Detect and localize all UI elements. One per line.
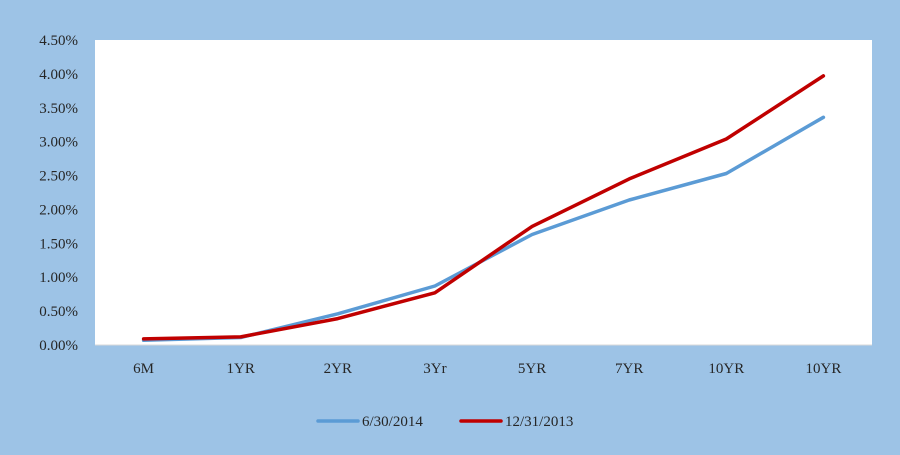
y-tick-label: 2.00%: [39, 202, 78, 218]
series-line-2: [141, 74, 826, 341]
y-tick-label: 4.50%: [39, 33, 78, 49]
x-tick-label: 3Yr: [423, 361, 446, 377]
x-tick-label: 5YR: [518, 361, 546, 377]
legend-label: 12/31/2013: [505, 414, 573, 430]
x-tick-label: 10YR: [708, 361, 744, 377]
y-axis-ticks: 0.00% 0.50% 1.00% 1.50% 2.00% 2.50% 3.00% 3.50%…: [39, 33, 78, 354]
series-lines: [141, 74, 826, 343]
legend-item: 12/31/2013: [459, 414, 573, 430]
legend: 6/30/2014 12/31/2013: [316, 414, 573, 430]
y-tick-label: 3.00%: [39, 135, 78, 151]
x-axis-ticks: 6M 1YR 2YR 3Yr 5YR 7YR 10YR 10YR: [133, 361, 841, 377]
x-tick-label: 2YR: [324, 361, 352, 377]
y-tick-label: 1.00%: [39, 270, 78, 286]
legend-label: 6/30/2014: [362, 414, 423, 430]
y-tick-label: 1.50%: [39, 236, 78, 252]
y-tick-label: 2.50%: [39, 169, 78, 185]
x-tick-label: 6M: [133, 361, 154, 377]
y-tick-label: 0.50%: [39, 304, 78, 320]
legend-item: 6/30/2014: [316, 414, 423, 430]
x-tick-label: 10YR: [806, 361, 842, 377]
x-tick-label: 7YR: [615, 361, 643, 377]
y-tick-label: 4.00%: [39, 67, 78, 83]
y-tick-label: 0.00%: [39, 338, 78, 354]
x-tick-label: 1YR: [227, 361, 255, 377]
plot-area: [95, 40, 872, 345]
y-tick-label: 3.50%: [39, 101, 78, 117]
